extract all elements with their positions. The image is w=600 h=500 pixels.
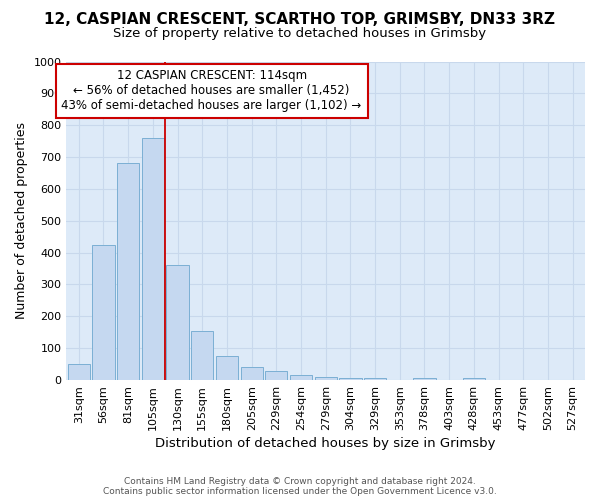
Bar: [265, 370, 287, 380]
Bar: [463, 378, 485, 380]
Bar: [290, 376, 312, 380]
Bar: [413, 378, 436, 380]
X-axis label: Distribution of detached houses by size in Grimsby: Distribution of detached houses by size …: [155, 437, 496, 450]
Bar: [166, 266, 188, 380]
Bar: [241, 368, 263, 380]
Bar: [191, 330, 214, 380]
Y-axis label: Number of detached properties: Number of detached properties: [15, 122, 28, 320]
Text: 12 CASPIAN CRESCENT: 114sqm
← 56% of detached houses are smaller (1,452)
43% of : 12 CASPIAN CRESCENT: 114sqm ← 56% of det…: [61, 70, 362, 112]
Bar: [314, 377, 337, 380]
Text: Contains HM Land Registry data © Crown copyright and database right 2024.
Contai: Contains HM Land Registry data © Crown c…: [103, 476, 497, 496]
Bar: [117, 164, 139, 380]
Text: Size of property relative to detached houses in Grimsby: Size of property relative to detached ho…: [113, 28, 487, 40]
Text: 12, CASPIAN CRESCENT, SCARTHO TOP, GRIMSBY, DN33 3RZ: 12, CASPIAN CRESCENT, SCARTHO TOP, GRIMS…: [44, 12, 556, 28]
Bar: [216, 356, 238, 380]
Bar: [142, 138, 164, 380]
Bar: [364, 378, 386, 380]
Bar: [92, 244, 115, 380]
Bar: [68, 364, 90, 380]
Bar: [339, 378, 362, 380]
